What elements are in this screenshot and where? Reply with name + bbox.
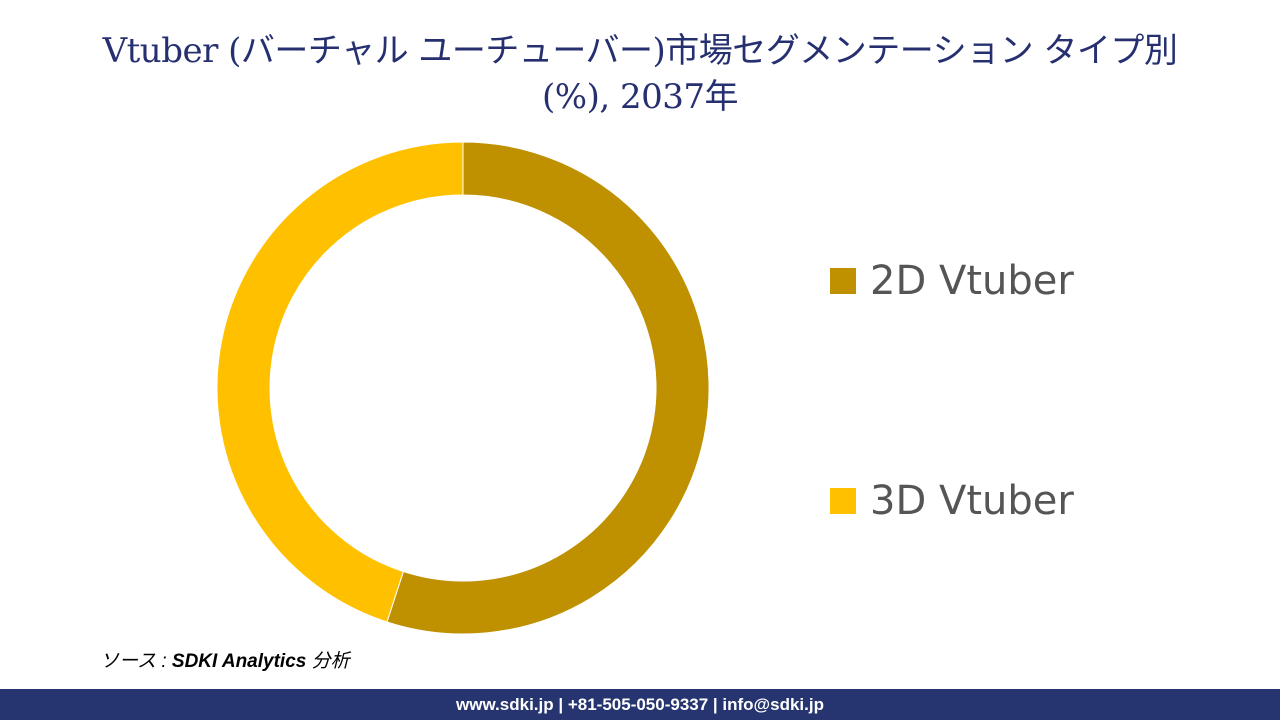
- legend-label-3d: 3D Vtuber: [870, 478, 1074, 524]
- chart-title: Vtuber (バーチャル ユーチューバー)市場セグメンテーション タイプ別 (…: [0, 28, 1280, 120]
- legend-label-2d: 2D Vtuber: [870, 258, 1074, 304]
- legend-item-3d-vtuber: 3D Vtuber: [830, 478, 1074, 524]
- chart-title-line2: (%), 2037年: [542, 77, 738, 117]
- source-name: SDKI Analytics: [171, 651, 307, 672]
- donut-chart: [216, 141, 710, 635]
- legend-item-2d-vtuber: 2D Vtuber: [830, 258, 1074, 304]
- donut-slice-2d-vtuber: [386, 141, 710, 635]
- donut-slices: [216, 141, 710, 635]
- legend-swatch-3d: [830, 488, 856, 514]
- source-suffix: 分析: [306, 651, 350, 672]
- source-note: ソース : SDKI Analytics 分析: [100, 646, 350, 673]
- footer-bar: www.sdki.jp | +81-505-050-9337 | info@sd…: [0, 689, 1280, 720]
- donut-slice-3d-vtuber: [216, 141, 464, 623]
- source-prefix: ソース :: [100, 651, 172, 672]
- chart-title-line1: Vtuber (バーチャル ユーチューバー)市場セグメンテーション タイプ別: [102, 31, 1178, 71]
- footer-contact: www.sdki.jp | +81-505-050-9337 | info@sd…: [456, 695, 824, 714]
- legend-swatch-2d: [830, 268, 856, 294]
